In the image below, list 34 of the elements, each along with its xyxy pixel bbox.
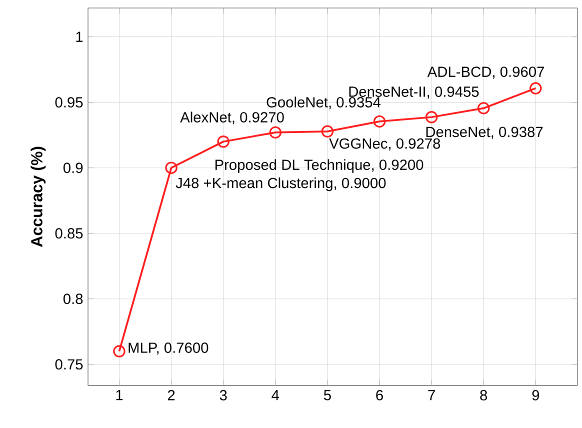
point [425,111,438,124]
x-tick-label: 8 [480,390,488,400]
annotation: DenseNet, 0.9387 [426,126,543,139]
x-tick-label: 1 [116,390,123,400]
point [269,126,282,139]
y-tick-label: 0.85 [55,228,83,239]
annotation: DenseNet-II, 0.9455 [349,86,479,99]
annotation: Proposed DL Technique, 0.9200 [215,159,424,173]
y-tick-label: 1 [76,32,83,42]
annotation: J48 +K-mean Clustering, 0.9000 [176,177,386,192]
x-tick-label: 4 [272,390,280,400]
point [165,162,178,174]
x-tick-label: 9 [532,390,540,400]
y-axis-title: Accuracy (%) [30,146,46,247]
annotation: GooleNet, 0.9354 [266,96,381,110]
y-tick-label: 0.95 [55,97,83,108]
y-tick-label: 0.8 [63,294,83,304]
y-tick-label: 0.75 [55,359,83,370]
x-tick-label: 7 [428,390,435,400]
annotation: VGGNec, 0.9278 [329,138,440,150]
y-tick-label: 0.9 [63,162,83,174]
annotation: AlexNet, 0.9270 [180,112,284,124]
x-tick-label: 5 [324,390,331,400]
x-tick-label: 3 [220,390,227,400]
x-tick-label: 2 [168,390,175,400]
annotation: MLP, 0.7600 [128,342,208,355]
point [477,102,490,114]
annotation: ADL-BCD, 0.9607 [427,66,544,79]
point [113,345,126,358]
point [373,115,386,128]
point [530,82,542,94]
point [217,135,230,148]
point [321,125,334,138]
x-tick-label: 6 [376,390,383,400]
